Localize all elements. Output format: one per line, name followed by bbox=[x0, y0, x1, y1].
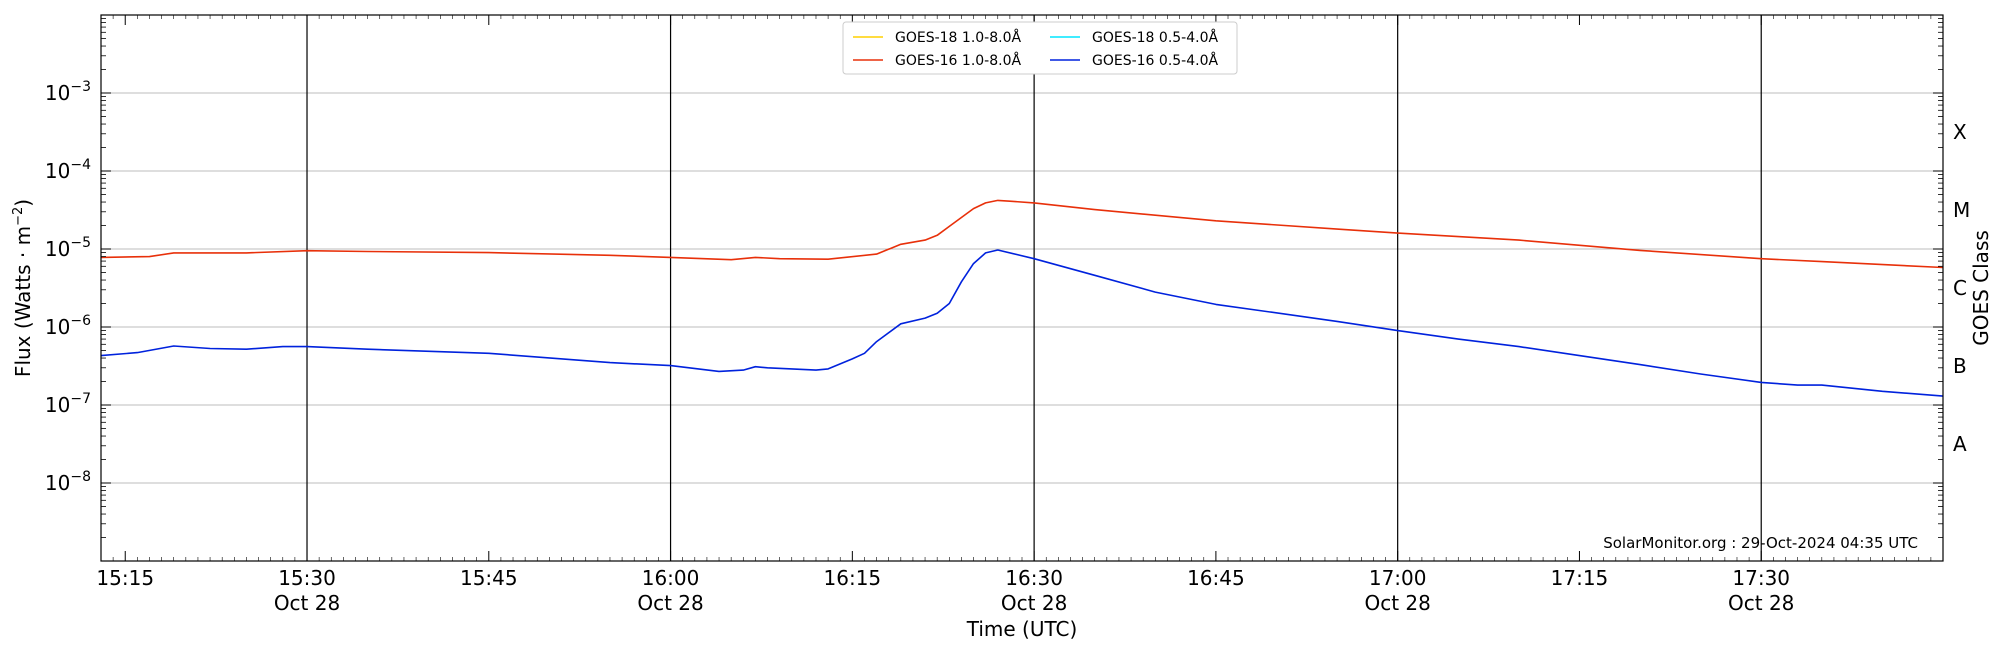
x-tick-time: 15:30 bbox=[278, 566, 336, 590]
y-tick-base: 10 bbox=[45, 315, 70, 339]
y-tick-base: 10 bbox=[45, 393, 70, 417]
goes-class-label: C bbox=[1953, 276, 1967, 300]
x-tick-time: 16:45 bbox=[1187, 566, 1245, 590]
x-tick-date: Oct 28 bbox=[1364, 591, 1430, 615]
y-tick-label: 10−3 bbox=[45, 79, 91, 105]
series-line-1 bbox=[100, 199, 1944, 269]
y-tick-base: 10 bbox=[45, 81, 70, 105]
y-tick-base: 10 bbox=[45, 159, 70, 183]
goes-class-labels: X M C B A bbox=[1953, 120, 1970, 456]
legend-label: GOES-16 1.0-8.0Å bbox=[895, 52, 1021, 69]
grid-lines bbox=[101, 92, 1943, 484]
y-tick-exponent: −4 bbox=[70, 157, 91, 173]
y-tick-exponent: −6 bbox=[70, 313, 91, 329]
y-tick-exponent: −8 bbox=[70, 469, 91, 485]
x-tick-time: 16:15 bbox=[824, 566, 882, 590]
x-tick-time: 15:45 bbox=[460, 566, 518, 590]
legend-label: GOES-16 0.5-4.0Å bbox=[1092, 52, 1218, 69]
y-tick-exponent: −7 bbox=[70, 391, 91, 407]
x-tick-date: Oct 28 bbox=[274, 591, 340, 615]
legend: GOES-18 1.0-8.0Å GOES-18 0.5-4.0Å GOES-16 … bbox=[842, 21, 1238, 75]
x-tick-time: 16:30 bbox=[1005, 566, 1063, 590]
axis-ticks bbox=[100, 14, 1943, 562]
y-tick-label: 10−8 bbox=[45, 469, 91, 495]
y-tick-label: 10−4 bbox=[45, 157, 91, 183]
x-tick-time: 15:15 bbox=[96, 566, 154, 590]
y-tick-label: 10−5 bbox=[45, 235, 91, 261]
x-tick-date: Oct 28 bbox=[637, 591, 703, 615]
series-lines bbox=[100, 199, 1944, 397]
x-tick-date: Oct 28 bbox=[1001, 591, 1067, 615]
y-tick-exponent: −3 bbox=[70, 79, 91, 95]
y-tick-label: 10−6 bbox=[45, 313, 91, 339]
x-tick-time: 16:00 bbox=[642, 566, 700, 590]
legend-label: GOES-18 1.0-8.0Å bbox=[895, 29, 1021, 46]
series-line-3 bbox=[100, 249, 1944, 397]
goes-class-label: B bbox=[1953, 354, 1967, 378]
y-tick-label: 10−7 bbox=[45, 391, 91, 417]
day-marker-lines bbox=[306, 15, 1762, 561]
y-tick-exponent: −5 bbox=[70, 235, 91, 251]
y-tick-base: 10 bbox=[45, 237, 70, 261]
goes-class-axis-title: GOES Class bbox=[1969, 230, 1993, 346]
legend-box bbox=[842, 21, 1238, 75]
x-tick-time: 17:00 bbox=[1369, 566, 1427, 590]
goes-class-label: M bbox=[1953, 198, 1970, 222]
plot-frame bbox=[100, 14, 1944, 562]
goes-class-label: X bbox=[1953, 120, 1967, 144]
x-tick-time: 17:15 bbox=[1551, 566, 1609, 590]
y-tick-base: 10 bbox=[45, 471, 70, 495]
legend-label: GOES-18 0.5-4.0Å bbox=[1092, 29, 1218, 46]
x-axis-title: Time (UTC) bbox=[966, 617, 1078, 641]
y-tick-labels: 10−310−410−510−610−710−8 bbox=[45, 79, 91, 495]
watermark-text: SolarMonitor.org : 29-Oct-2024 04:35 UTC bbox=[1603, 534, 1918, 552]
goes-class-label: A bbox=[1953, 432, 1967, 456]
x-tick-time: 17:30 bbox=[1732, 566, 1790, 590]
y-axis-title: Flux (Watts · m−2) bbox=[11, 199, 35, 377]
x-tick-date: Oct 28 bbox=[1728, 591, 1794, 615]
